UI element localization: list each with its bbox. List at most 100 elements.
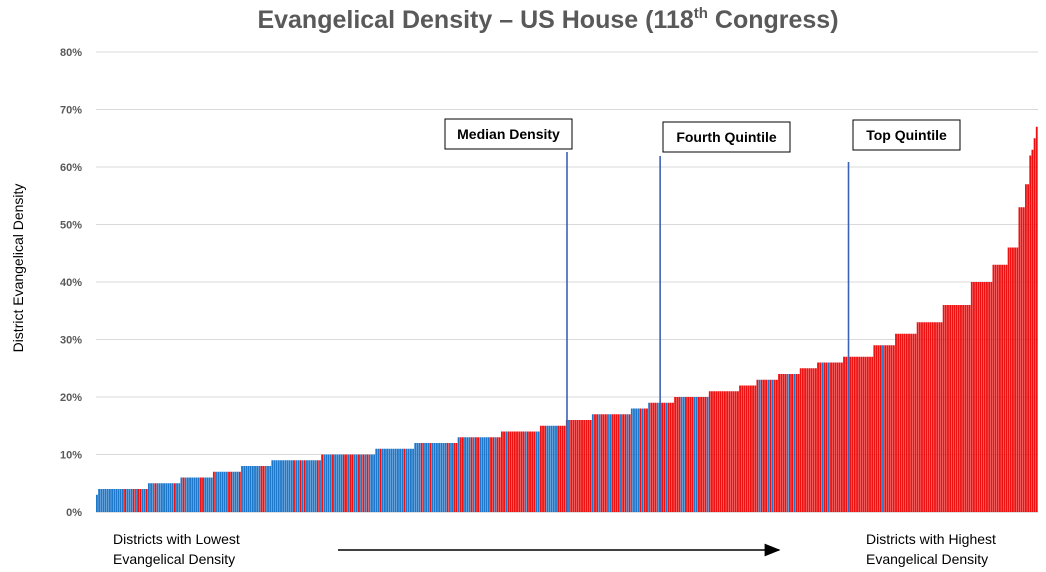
district-bar bbox=[522, 431, 525, 512]
district-bar bbox=[656, 402, 659, 512]
district-bar bbox=[178, 483, 181, 512]
district-bar bbox=[312, 460, 315, 512]
district-bar bbox=[897, 333, 900, 512]
district-bar bbox=[412, 448, 415, 512]
district-bar bbox=[979, 282, 982, 512]
district-bar bbox=[358, 454, 360, 512]
district-bar bbox=[247, 466, 250, 512]
district-bar bbox=[860, 356, 863, 512]
district-bar bbox=[286, 460, 289, 512]
district-bar bbox=[284, 460, 287, 512]
district-bar bbox=[856, 356, 858, 512]
district-bar bbox=[869, 356, 871, 512]
district-bar bbox=[617, 414, 620, 512]
x-label-highest-line-1: Districts with Highest bbox=[866, 531, 996, 547]
district-bar bbox=[1033, 138, 1036, 512]
district-bar bbox=[496, 437, 499, 512]
chart-title-main: Evangelical Density – US House (118 bbox=[257, 6, 693, 34]
district-bar bbox=[282, 460, 285, 512]
district-bar bbox=[949, 305, 952, 512]
district-bar bbox=[1014, 247, 1017, 512]
district-bar bbox=[840, 362, 843, 512]
district-bar bbox=[143, 489, 146, 512]
district-bar bbox=[290, 460, 293, 512]
district-bar bbox=[700, 397, 703, 512]
chart-title-superscript: th bbox=[694, 5, 708, 22]
district-bar bbox=[953, 305, 956, 512]
district-bar bbox=[139, 489, 142, 512]
district-bar bbox=[1022, 207, 1025, 512]
y-tick-label: 50% bbox=[60, 220, 82, 232]
district-bar bbox=[747, 385, 750, 512]
district-bar bbox=[371, 454, 373, 512]
quantile-marker-label: Median Density bbox=[457, 126, 560, 142]
district-bar bbox=[691, 397, 694, 512]
district-bar bbox=[440, 443, 443, 512]
district-bar bbox=[134, 489, 137, 512]
district-bar bbox=[905, 333, 908, 512]
district-bar bbox=[345, 454, 347, 512]
district-bar bbox=[823, 362, 826, 512]
district-bar bbox=[992, 264, 995, 512]
district-bar bbox=[589, 420, 592, 512]
district-bar bbox=[295, 460, 298, 512]
district-bar bbox=[267, 466, 269, 512]
district-bar bbox=[680, 397, 683, 512]
district-bar bbox=[230, 471, 233, 512]
district-bar bbox=[741, 385, 744, 512]
district-bar bbox=[199, 477, 202, 512]
district-bar bbox=[301, 460, 304, 512]
district-bar bbox=[689, 397, 692, 512]
district-bar bbox=[901, 333, 904, 512]
district-bar bbox=[957, 305, 960, 512]
district-bar bbox=[386, 448, 389, 512]
district-bar bbox=[526, 431, 529, 512]
district-bar bbox=[726, 391, 729, 512]
district-bar bbox=[667, 402, 670, 512]
district-bar bbox=[186, 477, 189, 512]
district-bar bbox=[581, 420, 583, 512]
district-bar bbox=[749, 385, 752, 512]
district-bar bbox=[375, 448, 378, 512]
district-bar bbox=[171, 483, 174, 512]
district-bar bbox=[184, 477, 187, 512]
district-bar bbox=[925, 322, 928, 512]
district-bar bbox=[474, 437, 477, 512]
district-bar bbox=[886, 345, 889, 512]
district-bar bbox=[650, 402, 653, 512]
district-bar bbox=[228, 471, 230, 512]
district-bar bbox=[535, 431, 538, 512]
district-bar bbox=[401, 448, 404, 512]
district-bar bbox=[1031, 149, 1034, 512]
district-bar bbox=[552, 425, 555, 512]
district-bar bbox=[715, 391, 718, 512]
district-bar bbox=[241, 466, 243, 512]
district-bar bbox=[163, 483, 165, 512]
district-bar bbox=[273, 460, 276, 512]
district-bar bbox=[390, 448, 393, 512]
district-bar bbox=[732, 391, 735, 512]
district-bar bbox=[892, 345, 895, 512]
district-bar bbox=[126, 489, 129, 512]
district-bar bbox=[191, 477, 194, 512]
district-bar bbox=[106, 489, 109, 512]
district-bar bbox=[124, 489, 127, 512]
district-bar bbox=[455, 443, 458, 512]
district-bar bbox=[477, 437, 479, 512]
district-bar bbox=[483, 437, 486, 512]
district-bar bbox=[258, 466, 261, 512]
district-bar bbox=[111, 489, 114, 512]
district-bar bbox=[147, 483, 150, 512]
district-bar bbox=[221, 471, 224, 512]
district-bar bbox=[973, 282, 975, 512]
district-bar bbox=[249, 466, 252, 512]
district-bar bbox=[721, 391, 724, 512]
district-bar bbox=[672, 402, 674, 512]
district-bar bbox=[260, 466, 263, 512]
district-bar bbox=[908, 333, 910, 512]
district-bar bbox=[288, 460, 291, 512]
district-bar bbox=[594, 414, 596, 512]
district-bar bbox=[752, 385, 755, 512]
district-bar bbox=[830, 362, 832, 512]
district-bar bbox=[858, 356, 861, 512]
